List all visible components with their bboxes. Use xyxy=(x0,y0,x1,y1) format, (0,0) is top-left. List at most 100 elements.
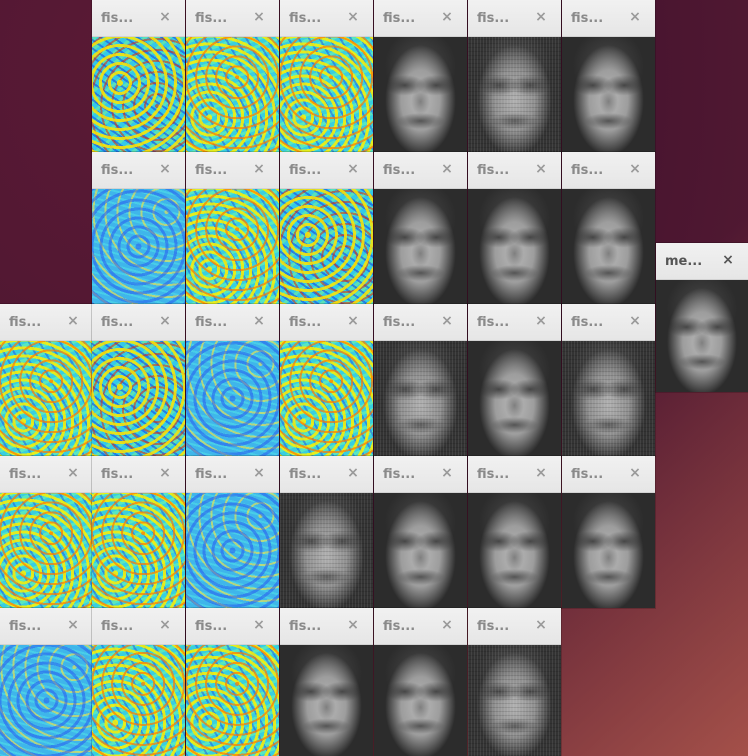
window-titlebar[interactable]: fis... × xyxy=(92,456,185,493)
window-titlebar[interactable]: fis... × xyxy=(374,152,467,189)
window-titlebar[interactable]: fis... × xyxy=(562,152,655,189)
fisherface-window[interactable]: fis... × xyxy=(562,0,655,152)
close-icon[interactable]: × xyxy=(629,465,641,481)
window-titlebar[interactable]: fis... × xyxy=(0,304,93,341)
window-titlebar[interactable]: fis... × xyxy=(186,304,279,341)
fisherface-window[interactable]: fis... × xyxy=(280,304,373,456)
close-icon[interactable]: × xyxy=(159,465,171,481)
window-titlebar[interactable]: fis... × xyxy=(562,456,655,493)
fisherface-window[interactable]: fis... × xyxy=(0,456,93,608)
window-titlebar[interactable]: fis... × xyxy=(186,456,279,493)
fisherface-window[interactable]: fis... × xyxy=(280,152,373,304)
close-icon[interactable]: × xyxy=(535,465,547,481)
window-titlebar[interactable]: fis... × xyxy=(186,608,279,645)
window-titlebar[interactable]: fis... × xyxy=(468,152,561,189)
close-icon[interactable]: × xyxy=(253,9,265,25)
close-icon[interactable]: × xyxy=(67,617,79,633)
fisherface-window[interactable]: fis... × xyxy=(468,152,561,304)
window-titlebar[interactable]: fis... × xyxy=(0,608,93,645)
window-titlebar[interactable]: fis... × xyxy=(280,456,373,493)
window-titlebar[interactable]: fis... × xyxy=(0,456,93,493)
window-titlebar[interactable]: fis... × xyxy=(280,608,373,645)
fisherface-window[interactable]: fis... × xyxy=(468,456,561,608)
close-icon[interactable]: × xyxy=(441,313,453,329)
fisherface-window[interactable]: fis... × xyxy=(280,0,373,152)
close-icon[interactable]: × xyxy=(67,465,79,481)
window-titlebar[interactable]: fis... × xyxy=(186,152,279,189)
close-icon[interactable]: × xyxy=(159,617,171,633)
window-titlebar[interactable]: fis... × xyxy=(468,0,561,37)
close-icon[interactable]: × xyxy=(347,161,359,177)
window-titlebar[interactable]: fis... × xyxy=(468,304,561,341)
fisherface-window[interactable]: fis... × xyxy=(468,304,561,456)
fisherface-window[interactable]: fis... × xyxy=(92,608,185,756)
fisherface-window[interactable]: fis... × xyxy=(92,152,185,304)
close-icon[interactable]: × xyxy=(253,161,265,177)
window-titlebar[interactable]: fis... × xyxy=(280,152,373,189)
fisherface-window[interactable]: fis... × xyxy=(0,304,93,456)
fisherface-window[interactable]: fis... × xyxy=(468,608,561,756)
fisherface-window[interactable]: fis... × xyxy=(374,608,467,756)
fisherface-window[interactable]: fis... × xyxy=(186,304,279,456)
window-titlebar[interactable]: fis... × xyxy=(92,608,185,645)
close-icon[interactable]: × xyxy=(629,9,641,25)
close-icon[interactable]: × xyxy=(67,313,79,329)
fisherface-window[interactable]: fis... × xyxy=(374,304,467,456)
close-icon[interactable]: × xyxy=(347,313,359,329)
close-icon[interactable]: × xyxy=(535,161,547,177)
close-icon[interactable]: × xyxy=(347,9,359,25)
window-titlebar[interactable]: fis... × xyxy=(562,0,655,37)
fisherface-window[interactable]: fis... × xyxy=(374,0,467,152)
window-titlebar[interactable]: me... × xyxy=(656,243,748,280)
fisherface-window[interactable]: fis... × xyxy=(374,152,467,304)
close-icon[interactable]: × xyxy=(441,465,453,481)
fisherface-window[interactable]: fis... × xyxy=(92,304,185,456)
close-icon[interactable]: × xyxy=(159,161,171,177)
window-titlebar[interactable]: fis... × xyxy=(374,456,467,493)
close-icon[interactable]: × xyxy=(347,465,359,481)
fisherface-window[interactable]: fis... × xyxy=(280,456,373,608)
close-icon[interactable]: × xyxy=(441,161,453,177)
window-titlebar[interactable]: fis... × xyxy=(374,304,467,341)
fisherface-window[interactable]: fis... × xyxy=(186,0,279,152)
close-icon[interactable]: × xyxy=(347,617,359,633)
fisherface-window[interactable]: fis... × xyxy=(186,152,279,304)
window-titlebar[interactable]: fis... × xyxy=(468,456,561,493)
close-icon[interactable]: × xyxy=(629,313,641,329)
fisherface-window[interactable]: fis... × xyxy=(0,608,93,756)
window-titlebar[interactable]: fis... × xyxy=(374,0,467,37)
fisherface-window[interactable]: fis... × xyxy=(562,456,655,608)
close-icon[interactable]: × xyxy=(253,617,265,633)
close-icon[interactable]: × xyxy=(722,252,734,268)
fisherface-window[interactable]: fis... × xyxy=(186,608,279,756)
fisherface-window[interactable]: fis... × xyxy=(468,0,561,152)
reconstructed-face-image xyxy=(562,37,655,152)
window-titlebar[interactable]: fis... × xyxy=(92,0,185,37)
close-icon[interactable]: × xyxy=(535,313,547,329)
close-icon[interactable]: × xyxy=(441,617,453,633)
mean-face-window[interactable]: me... × xyxy=(656,243,748,392)
close-icon[interactable]: × xyxy=(535,9,547,25)
window-titlebar[interactable]: fis... × xyxy=(280,0,373,37)
close-icon[interactable]: × xyxy=(253,313,265,329)
fisherface-window[interactable]: fis... × xyxy=(374,456,467,608)
window-titlebar[interactable]: fis... × xyxy=(186,0,279,37)
fisherface-window[interactable]: fis... × xyxy=(562,152,655,304)
window-titlebar[interactable]: fis... × xyxy=(92,304,185,341)
fisherface-window[interactable]: fis... × xyxy=(280,608,373,756)
close-icon[interactable]: × xyxy=(629,161,641,177)
window-titlebar[interactable]: fis... × xyxy=(468,608,561,645)
close-icon[interactable]: × xyxy=(159,9,171,25)
fisherface-window[interactable]: fis... × xyxy=(186,456,279,608)
close-icon[interactable]: × xyxy=(253,465,265,481)
window-titlebar[interactable]: fis... × xyxy=(562,304,655,341)
fisherface-window[interactable]: fis... × xyxy=(92,0,185,152)
window-titlebar[interactable]: fis... × xyxy=(280,304,373,341)
window-titlebar[interactable]: fis... × xyxy=(92,152,185,189)
window-titlebar[interactable]: fis... × xyxy=(374,608,467,645)
close-icon[interactable]: × xyxy=(159,313,171,329)
close-icon[interactable]: × xyxy=(441,9,453,25)
fisherface-window[interactable]: fis... × xyxy=(92,456,185,608)
close-icon[interactable]: × xyxy=(535,617,547,633)
fisherface-window[interactable]: fis... × xyxy=(562,304,655,456)
